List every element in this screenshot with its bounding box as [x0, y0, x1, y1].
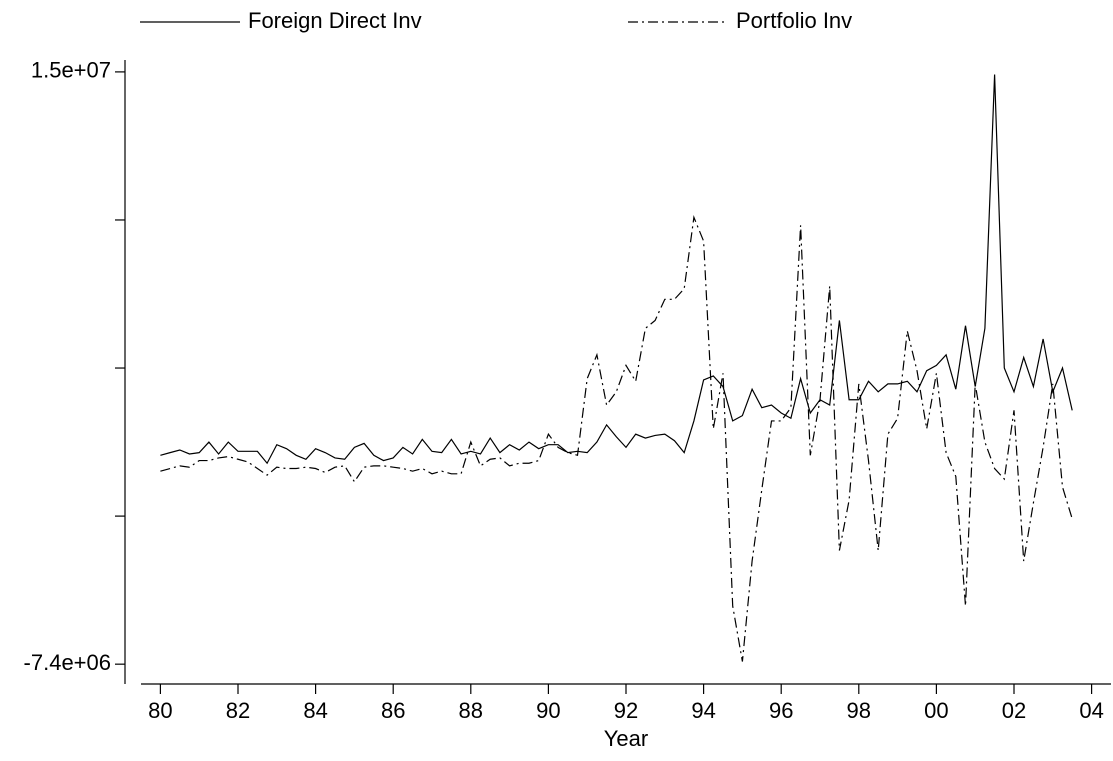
x-tick-label: 90	[536, 698, 560, 723]
x-tick-label: 82	[226, 698, 250, 723]
legend-label: Foreign Direct Inv	[248, 8, 422, 33]
series-line	[160, 74, 1073, 465]
x-tick-label: 80	[148, 698, 172, 723]
x-tick-label: 96	[769, 698, 793, 723]
x-tick-label: 02	[1002, 698, 1026, 723]
series-line	[160, 215, 1073, 662]
legend-label: Portfolio Inv	[736, 8, 852, 33]
x-tick-label: 88	[459, 698, 483, 723]
x-axis-title: Year	[604, 726, 648, 751]
y-tick-label: 1.5e+07	[31, 58, 111, 83]
x-tick-label: 00	[924, 698, 948, 723]
x-tick-label: 98	[847, 698, 871, 723]
y-tick-label: -7.4e+06	[24, 650, 111, 675]
x-tick-label: 04	[1079, 698, 1103, 723]
x-tick-label: 94	[691, 698, 715, 723]
x-tick-label: 84	[303, 698, 327, 723]
x-tick-label: 86	[381, 698, 405, 723]
x-tick-label: 92	[614, 698, 638, 723]
